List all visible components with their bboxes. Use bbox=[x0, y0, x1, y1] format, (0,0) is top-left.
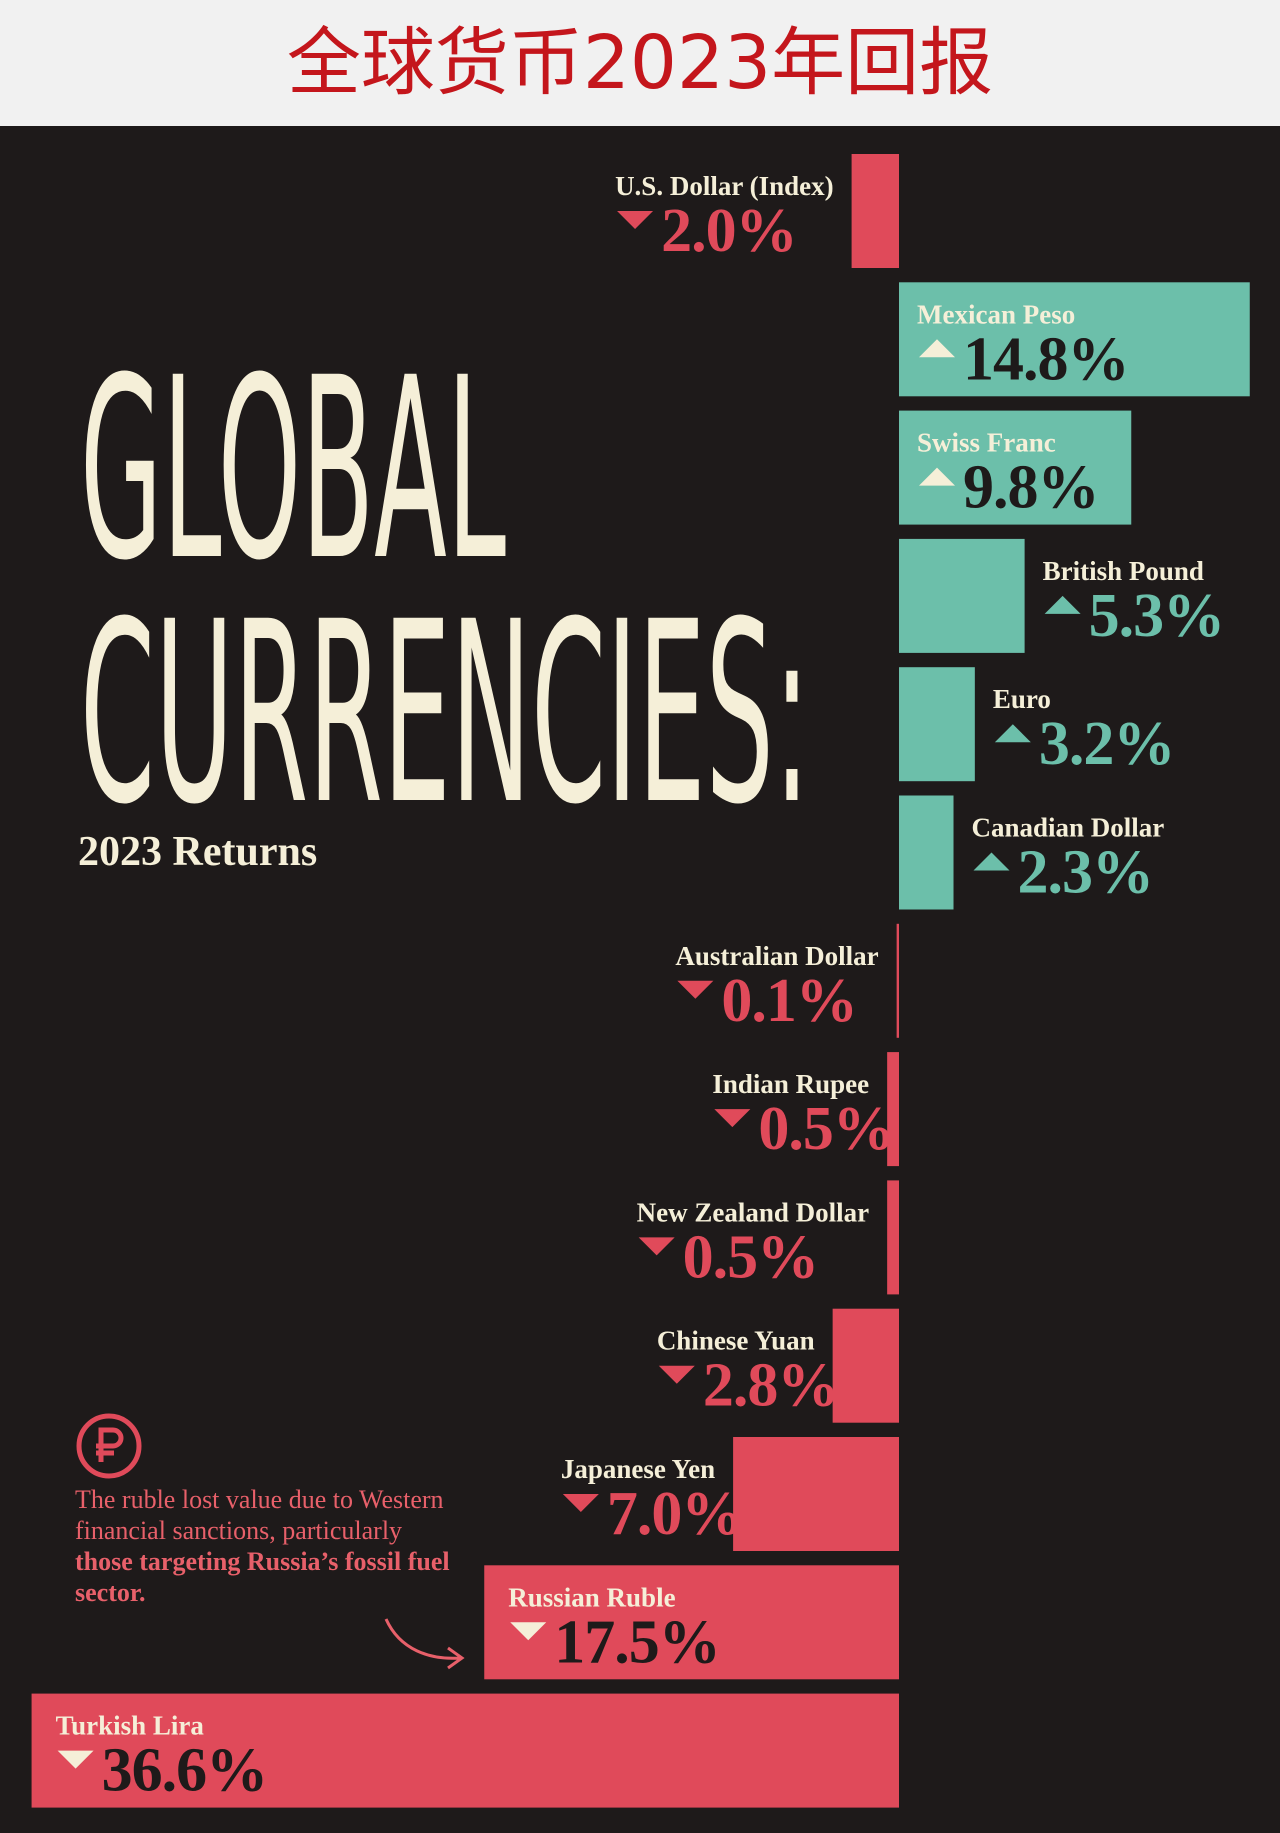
bar bbox=[832, 1308, 899, 1423]
value-label: 2.8% bbox=[703, 1352, 839, 1420]
value-label: 5.3% bbox=[1089, 582, 1225, 650]
bar bbox=[733, 1437, 899, 1551]
bar bbox=[896, 923, 899, 1038]
category-label: Mexican Peso bbox=[917, 299, 1075, 329]
bar bbox=[851, 154, 899, 268]
category-label: Swiss Franc bbox=[917, 428, 1056, 458]
value-label: 17.5% bbox=[554, 1608, 720, 1676]
value-label: 2.0% bbox=[661, 197, 797, 265]
bar bbox=[31, 1693, 899, 1808]
annotation-emphasis: those targeting Russia’s fossil fuel sec… bbox=[75, 1547, 450, 1607]
up-arrow bbox=[919, 467, 955, 486]
category-label: Canadian Dollar bbox=[972, 813, 1165, 843]
category-label: New Zealand Dollar bbox=[637, 1197, 870, 1227]
category-label: Turkish Lira bbox=[56, 1711, 205, 1741]
annotation: The ruble lost value due to Western fina… bbox=[75, 1484, 455, 1608]
value-label: 0.5% bbox=[758, 1095, 894, 1163]
bar bbox=[887, 1052, 899, 1167]
ruble-icon bbox=[76, 1413, 142, 1479]
value-label: 36.6% bbox=[102, 1737, 268, 1805]
category-label: Indian Rupee bbox=[712, 1069, 869, 1099]
value-label: 2.3% bbox=[1018, 839, 1154, 907]
value-label: 14.8% bbox=[963, 325, 1129, 393]
subtitle: 2023 Returns bbox=[78, 829, 317, 875]
category-label: Australian Dollar bbox=[675, 941, 878, 971]
banner-title: 全球货币2023年回报 bbox=[286, 20, 994, 106]
category-label: Euro bbox=[993, 684, 1051, 714]
up-arrow bbox=[973, 852, 1010, 871]
value-label: 9.8% bbox=[963, 454, 1099, 522]
value-label: 3.2% bbox=[1039, 710, 1175, 778]
down-arrow bbox=[714, 1109, 751, 1128]
bar bbox=[899, 282, 1250, 397]
bar bbox=[899, 538, 1025, 653]
up-arrow bbox=[919, 339, 955, 358]
banner: 全球货币2023年回报 bbox=[0, 0, 1280, 126]
category-label: U.S. Dollar (Index) bbox=[615, 171, 834, 201]
heading-line: CURRENCIES: bbox=[80, 568, 810, 859]
annotation-arrow bbox=[384, 1618, 465, 1670]
value-label: 7.0% bbox=[607, 1480, 743, 1548]
bar bbox=[899, 667, 975, 782]
bar bbox=[899, 795, 954, 910]
down-arrow bbox=[510, 1622, 547, 1641]
value-label: 0.5% bbox=[683, 1223, 819, 1291]
category-label: Russian Ruble bbox=[508, 1582, 675, 1612]
category-label: Chinese Yuan bbox=[657, 1326, 815, 1356]
up-arrow bbox=[994, 724, 1031, 743]
down-arrow bbox=[638, 1237, 675, 1256]
down-arrow bbox=[57, 1750, 94, 1769]
down-arrow bbox=[562, 1494, 599, 1512]
bar bbox=[484, 1565, 899, 1680]
heading-line: GLOBAL bbox=[80, 324, 506, 615]
category-label: Japanese Yen bbox=[561, 1454, 715, 1484]
down-arrow bbox=[658, 1365, 695, 1384]
up-arrow bbox=[1044, 595, 1081, 614]
down-arrow bbox=[617, 211, 654, 229]
down-arrow bbox=[677, 980, 714, 999]
bar bbox=[899, 410, 1132, 525]
annotation-text: The ruble lost value due to Western fina… bbox=[75, 1485, 444, 1545]
category-label: British Pound bbox=[1043, 556, 1204, 586]
bar bbox=[887, 1180, 899, 1295]
value-label: 0.1% bbox=[721, 967, 857, 1035]
